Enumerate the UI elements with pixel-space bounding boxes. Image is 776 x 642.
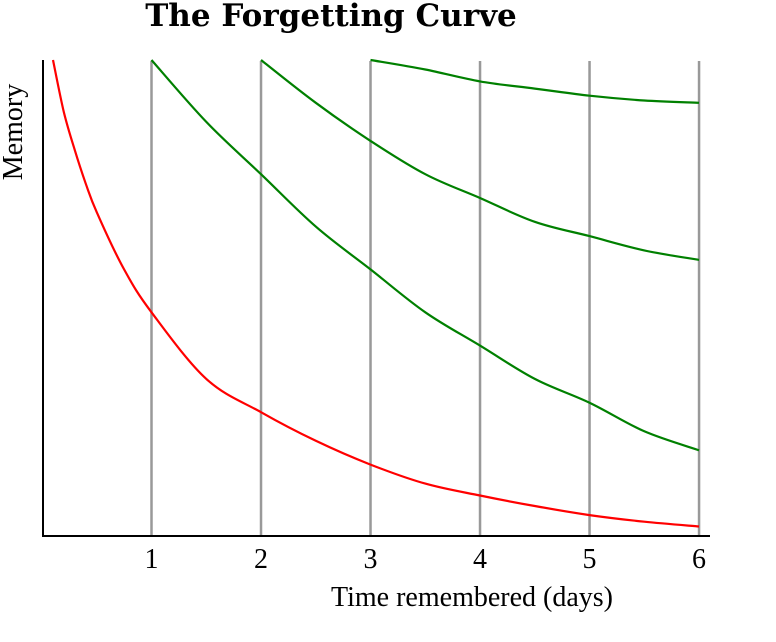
x-tick-label-5: 5 xyxy=(583,544,597,575)
x-tick-label-4: 4 xyxy=(473,544,487,575)
y-axis-label: Memory xyxy=(0,84,29,180)
review-curve-1 xyxy=(150,59,700,452)
x-tick-label-1: 1 xyxy=(145,544,159,575)
x-tick-label-2: 2 xyxy=(254,544,268,575)
gridlines xyxy=(150,61,701,536)
review-curve-2 xyxy=(260,59,700,261)
x-tick-label-6: 6 xyxy=(692,544,706,575)
x-tick-label-3: 3 xyxy=(364,544,378,575)
original-forgetting-curve xyxy=(51,59,700,528)
review-curve-3 xyxy=(370,58,700,104)
series-group xyxy=(51,58,700,528)
x-axis-label: Time remembered (days) xyxy=(331,582,613,613)
chart-title: The Forgetting Curve xyxy=(145,0,517,34)
x-tick-labels: 1 2 3 4 5 6 xyxy=(145,544,707,575)
